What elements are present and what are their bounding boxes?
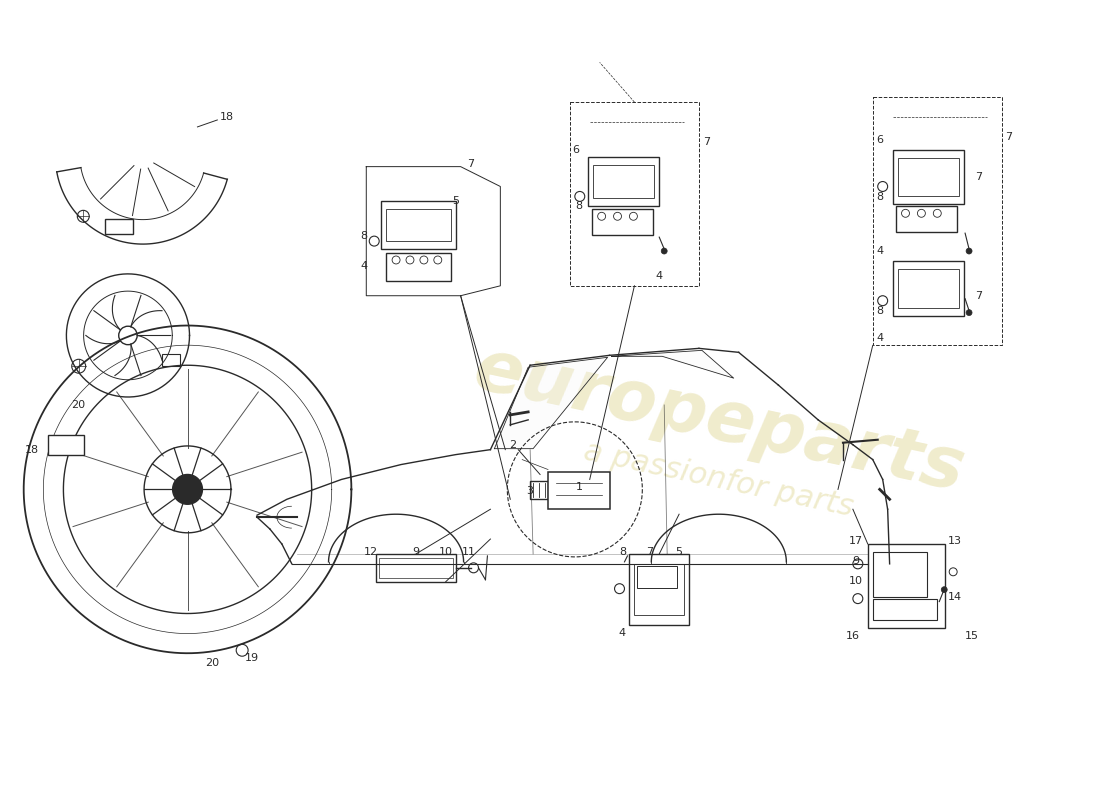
Bar <box>386 210 451 241</box>
Text: 7: 7 <box>976 171 982 182</box>
Text: 9: 9 <box>852 556 859 566</box>
Text: 20: 20 <box>72 400 86 410</box>
Text: 8: 8 <box>876 306 883 316</box>
Text: 14: 14 <box>948 592 962 602</box>
Text: 6: 6 <box>877 135 883 145</box>
Text: a passionfor parts: a passionfor parts <box>581 437 856 522</box>
Bar <box>629 554 689 626</box>
Text: 4: 4 <box>876 334 883 343</box>
Text: 4: 4 <box>361 261 367 271</box>
Bar <box>548 471 609 510</box>
Text: 8: 8 <box>876 193 883 202</box>
Polygon shape <box>173 474 202 504</box>
Bar <box>382 202 455 249</box>
Bar <box>376 554 455 582</box>
Text: 5: 5 <box>452 196 459 206</box>
Bar <box>379 558 453 578</box>
Text: 6: 6 <box>572 145 580 154</box>
Text: 8: 8 <box>575 202 582 211</box>
Text: 20: 20 <box>206 658 219 668</box>
Circle shape <box>966 310 972 315</box>
Text: 18: 18 <box>220 112 234 122</box>
Text: 4: 4 <box>656 271 663 281</box>
Polygon shape <box>612 350 734 378</box>
Bar <box>593 165 654 198</box>
Text: 10: 10 <box>439 547 453 557</box>
Text: 2: 2 <box>508 440 516 450</box>
Bar <box>530 482 548 499</box>
Text: 11: 11 <box>462 547 475 557</box>
Bar <box>637 566 678 588</box>
Text: europeparts: europeparts <box>468 334 970 506</box>
Text: 7: 7 <box>1005 132 1012 142</box>
Bar <box>162 354 179 366</box>
Text: 5: 5 <box>675 547 683 557</box>
Bar <box>892 261 964 315</box>
Bar <box>48 435 84 455</box>
Text: 10: 10 <box>849 576 862 586</box>
Circle shape <box>966 248 972 254</box>
Text: 8: 8 <box>361 231 367 241</box>
Circle shape <box>661 248 668 254</box>
Text: 7: 7 <box>468 158 474 169</box>
Text: 19: 19 <box>245 653 260 663</box>
Bar <box>386 253 451 281</box>
Circle shape <box>942 586 947 593</box>
Text: 17: 17 <box>849 536 862 546</box>
Bar <box>868 544 945 629</box>
Bar <box>892 150 964 204</box>
Text: 13: 13 <box>948 536 962 546</box>
Text: 15: 15 <box>965 631 979 642</box>
Circle shape <box>119 326 138 345</box>
Text: 9: 9 <box>412 547 419 557</box>
Text: 7: 7 <box>976 290 982 301</box>
Text: 7: 7 <box>646 547 653 557</box>
Bar <box>872 598 937 621</box>
Bar <box>872 552 927 597</box>
Text: 3: 3 <box>527 486 534 496</box>
Bar <box>592 210 653 235</box>
Text: 4: 4 <box>619 628 626 638</box>
Text: 8: 8 <box>619 547 626 557</box>
Bar <box>635 564 684 615</box>
Bar <box>106 219 133 234</box>
Text: 1: 1 <box>576 482 583 492</box>
Bar <box>898 158 959 197</box>
Bar <box>898 269 959 308</box>
Text: 16: 16 <box>846 631 860 642</box>
Text: 4: 4 <box>876 246 883 256</box>
Text: 18: 18 <box>24 445 38 455</box>
Bar <box>587 157 659 206</box>
Text: 7: 7 <box>703 137 711 147</box>
Bar <box>895 206 957 232</box>
Polygon shape <box>494 358 607 449</box>
Text: 12: 12 <box>364 547 378 557</box>
